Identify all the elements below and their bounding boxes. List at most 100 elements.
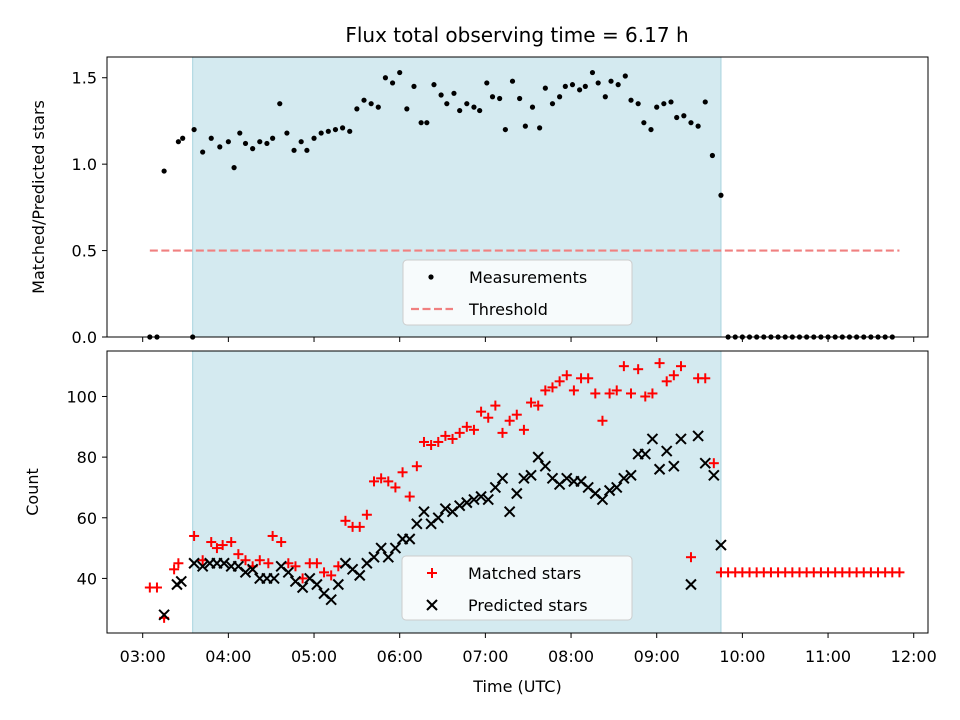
measurement-point: [318, 130, 324, 136]
measurement-point: [549, 101, 556, 107]
predicted-star-point-b: [311, 578, 323, 591]
ratio-panel: 0.0 0.5 1.0 1.5 Matched/Predicted stars Mea…: [29, 56, 929, 347]
x-tick-label: 04:00: [205, 647, 251, 666]
measurement-point: [451, 90, 457, 96]
measurement-point: [354, 106, 360, 112]
measurement-point: [257, 139, 263, 145]
predicted-star-point-b: [289, 575, 302, 588]
predicted-star-point: [188, 557, 200, 569]
measurement-point: [661, 101, 667, 107]
predicted-star-point: [675, 433, 687, 445]
predicted-star-point: [525, 469, 537, 482]
predicted-star-point-b: [603, 484, 616, 497]
matched-star-point: [411, 461, 422, 472]
predicted-star-point-b: [685, 578, 697, 591]
predicted-star-point: [382, 551, 394, 563]
measurement-point: [411, 83, 417, 89]
ratio-axis-ticks: 0.0 0.5 1.0 1.5: [72, 69, 915, 347]
measurement-point: [311, 135, 317, 141]
predicted-star-point-b: [503, 506, 516, 518]
measurement-point: [389, 80, 396, 86]
matched-star-point: [263, 558, 274, 569]
measurement-point: [615, 82, 621, 88]
matched-star-point: [540, 385, 551, 396]
predicted-star-point: [685, 578, 697, 591]
measurement-point: [397, 69, 403, 76]
x-tick-label: 05:00: [291, 647, 337, 666]
matched-star-point: [618, 361, 629, 372]
predicted-star-point-b: [546, 472, 559, 485]
predicted-star-point-b: [482, 493, 494, 506]
measurement-point: [457, 107, 463, 114]
predicted-star-point-b: [618, 472, 630, 485]
predicted-star-point-b: [339, 557, 352, 569]
predicted-star-point-b: [382, 551, 394, 563]
matched-star-point: [454, 427, 465, 438]
predicted-star-point: [354, 569, 366, 582]
matched-star-point: [476, 406, 487, 417]
predicted-star-point-b: [675, 433, 687, 445]
measurement-point: [438, 92, 444, 98]
predicted-star-point: [653, 463, 666, 475]
predicted-star-point: [539, 460, 552, 472]
predicted-star-point: [411, 518, 423, 530]
predicted-star-point-b: [646, 433, 659, 445]
measurement-point: [517, 95, 523, 102]
measurement-point: [702, 99, 708, 105]
matched-star-point: [206, 537, 217, 548]
predicted-star-point-b: [708, 469, 720, 482]
matched-star-point: [568, 385, 579, 396]
x-tick-label: 11:00: [805, 647, 851, 666]
matched-star-point: [426, 440, 437, 450]
measurement-point: [270, 135, 276, 141]
predicted-star-point-b: [699, 457, 711, 469]
measurement-point: [208, 135, 214, 141]
predicted-star-point-b: [468, 493, 480, 506]
predicted-star-point-b: [525, 469, 537, 482]
y-tick-label: 1.0: [72, 155, 97, 174]
predicted-star-point: [482, 493, 494, 506]
predicted-star-point-b: [354, 569, 366, 582]
matched-star-point: [254, 555, 265, 566]
matched-star-point: [894, 567, 905, 578]
predicted-star-point-b: [715, 539, 727, 551]
predicted-star-point-b: [625, 469, 637, 482]
ratio-legend: Measurements Threshold: [402, 259, 633, 326]
measurement-point: [489, 94, 496, 100]
predicted-star-point: [468, 493, 480, 506]
y-tick-label: 60: [77, 509, 97, 528]
predicted-star-point: [461, 496, 473, 509]
predicted-star-point-b: [453, 499, 466, 512]
matched-star-point: [547, 382, 558, 393]
predicted-star-point-b: [158, 609, 170, 621]
predicted-star-point: [603, 484, 616, 497]
predicted-star-point-b: [325, 593, 337, 606]
predicted-star-point-b: [332, 578, 345, 591]
predicted-star-point-b: [304, 572, 316, 585]
matched-star-point: [597, 415, 608, 426]
matched-star-point: [483, 412, 494, 423]
measurement-point: [522, 123, 528, 129]
predicted-star-point-b: [175, 575, 187, 588]
matched-star-point: [447, 433, 458, 444]
matched-star-point: [468, 424, 479, 435]
measurement-point: [589, 69, 596, 76]
measurement-point: [509, 78, 516, 84]
measurement-point: [375, 104, 381, 110]
matched-star-point: [189, 530, 200, 541]
matched-star-point: [604, 388, 615, 399]
predicted-star-point-b: [196, 560, 209, 572]
y-tick-label: 0.5: [72, 242, 97, 261]
measurement-point: [161, 168, 167, 174]
matched-star-point: [504, 415, 515, 426]
measurement-point: [382, 75, 389, 81]
y-tick-label: 40: [77, 569, 97, 588]
matched-star-point: [561, 370, 572, 381]
predicted-star-point-b: [668, 460, 680, 472]
predicted-star-point-b: [639, 448, 651, 460]
predicted-star-point-b: [346, 563, 359, 576]
measurement-point: [484, 80, 490, 86]
legend-predicted-label: Predicted stars: [468, 596, 588, 615]
matched-star-point: [217, 540, 228, 551]
measurement-point: [217, 144, 223, 150]
